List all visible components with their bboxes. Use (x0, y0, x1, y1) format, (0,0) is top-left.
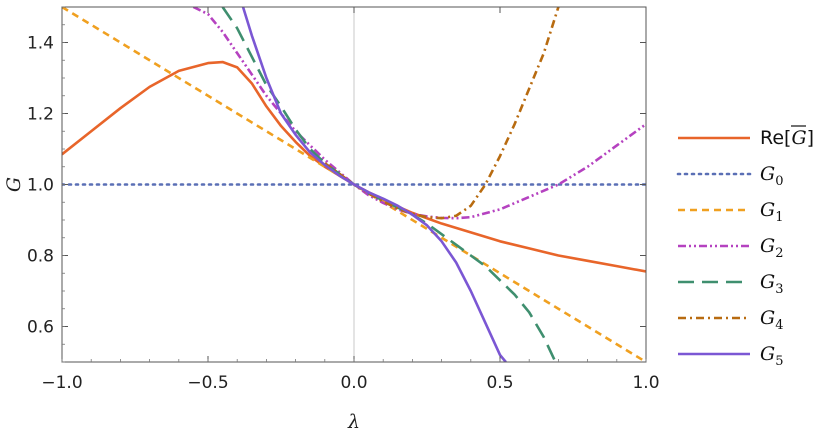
legend-item-g0: G0 (676, 163, 783, 189)
legend-item-reg: Re[G] (678, 125, 814, 149)
legend-label: Re[G] (760, 127, 814, 149)
legend-label: G2 (760, 235, 783, 261)
y-tick-label: 0.8 (27, 247, 54, 267)
y-tick-label: 0.6 (27, 318, 54, 338)
legend: Re[G] G0 G1 G2 G3 G4 G5 (676, 125, 814, 369)
y-axis-label: G (3, 177, 25, 192)
series-line-g2 (192, 7, 646, 220)
x-tick-label: 1.0 (632, 373, 659, 393)
x-tick-label: 0.0 (340, 373, 367, 393)
series-group (62, 7, 646, 362)
series-line-g4 (324, 7, 560, 220)
x-tick-label: 0.5 (486, 373, 513, 393)
x-axis-label: λ (347, 411, 360, 433)
legend-label: G4 (760, 307, 783, 333)
legend-item-g1: G1 (678, 199, 783, 225)
legend-item-g5: G5 (678, 343, 783, 369)
axes: −1.0 −0.5 0.0 0.5 1.0 0.6 0.8 1.0 1.2 1.4 λ G (3, 6, 660, 433)
y-tick-label: 1.4 (27, 34, 54, 54)
legend-item-g2: G2 (678, 235, 783, 261)
y-tick-label: 1.2 (27, 105, 54, 125)
series-line-g5 (241, 7, 507, 362)
plot-area (62, 7, 646, 362)
x-tick-label: −0.5 (187, 373, 228, 393)
legend-label: G3 (760, 271, 783, 297)
legend-item-g3: G3 (678, 271, 783, 297)
x-tick-label: −1.0 (41, 373, 82, 393)
legend-label: G1 (760, 199, 783, 225)
y-tick-label: 1.0 (27, 176, 54, 196)
legend-label: G0 (760, 163, 783, 189)
legend-item-g4: G4 (678, 307, 783, 333)
legend-label: G5 (760, 343, 783, 369)
